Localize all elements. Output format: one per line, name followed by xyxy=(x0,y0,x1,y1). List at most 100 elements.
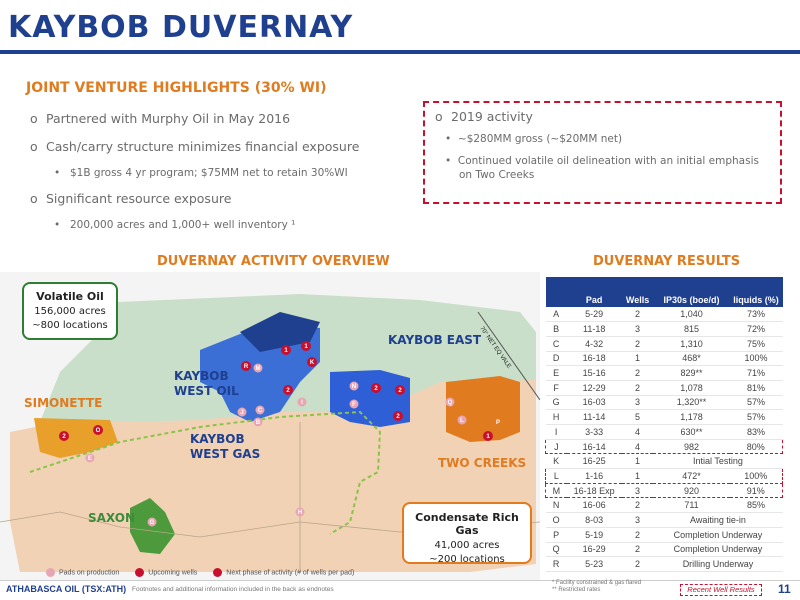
legend-text: Upcoming wells xyxy=(148,569,198,577)
table-body: A 5-29 2 1,040 73% B 11-18 3 815 72% C 4-32 2 1,310 75… xyxy=(544,307,783,572)
table-cell: 2 xyxy=(621,365,654,381)
legend-next-phase: Next phase of activity (# of wells per p… xyxy=(213,568,354,577)
table-cell: 5 xyxy=(621,409,654,425)
table-cell: 73% xyxy=(729,307,783,323)
bullet-text: Cash/carry structure minimizes financial… xyxy=(46,139,360,154)
bullet-marker: • xyxy=(54,167,61,179)
condensate-acres: 41,000 acres xyxy=(434,540,500,551)
table-cell: 1 xyxy=(621,351,654,367)
table-cell: D xyxy=(545,351,567,367)
table-cell: 1-16 xyxy=(566,468,622,484)
duvernay-map: 70° NET EQ VALE R M I C xyxy=(0,272,540,580)
pad-marker xyxy=(85,453,95,463)
table-cell: 2 xyxy=(621,542,654,558)
pad-label-h: H xyxy=(298,510,302,516)
table-row: G 16-03 3 1,320** 57% xyxy=(545,395,783,411)
table-cell: 711 xyxy=(653,497,730,514)
col-header: Pad xyxy=(566,277,622,307)
table-cell: 15-16 xyxy=(566,365,622,381)
activity-2019-box: o 2019 activity • ~$280MM gross (~$20MM n… xyxy=(423,101,782,204)
table-cell: I xyxy=(545,424,567,440)
table-cell: H xyxy=(545,409,567,425)
pad-legend-icon xyxy=(46,568,55,577)
bullet-text: Partnered with Murphy Oil in May 2016 xyxy=(46,111,291,126)
pad-label-l: L xyxy=(460,418,464,424)
upcoming-legend-icon xyxy=(135,568,145,577)
table-cell: 80% xyxy=(729,438,783,455)
region-simonette: SIMONETTE xyxy=(24,396,103,410)
fairway-line xyxy=(29,410,382,535)
well-count: 2 xyxy=(62,434,66,440)
table-row: Q 16-29 2 Completion Underway xyxy=(545,542,783,558)
table-cell: E xyxy=(545,365,567,381)
jv-bullet-3: • $1B gross 4 yr program; $75MM net to re… xyxy=(54,167,348,179)
table-row: B 11-18 3 815 72% xyxy=(545,321,783,337)
activity-2019-heading: o 2019 activity xyxy=(435,109,770,124)
condensate-locations: ~200 locations xyxy=(429,554,505,565)
table-cell: M xyxy=(544,482,567,499)
table-cell: 16-25 xyxy=(566,453,622,470)
table-cell: B xyxy=(545,321,567,337)
table-cell: R xyxy=(545,556,567,572)
well-count: 2 xyxy=(374,386,378,392)
bullet-text: Significant resource exposure xyxy=(46,191,232,206)
condensate-title: Condensate Rich Gas xyxy=(415,511,519,537)
pad-label-g: G xyxy=(150,520,155,526)
table-cell: O xyxy=(545,512,567,528)
boundary-line xyxy=(477,311,540,401)
table-cell: K xyxy=(545,453,567,470)
table-cell: N xyxy=(545,497,567,514)
activity-heading-text: 2019 activity xyxy=(451,109,533,124)
table-row: F 12-29 2 1,078 81% xyxy=(545,380,783,396)
table-cell: 1,320** xyxy=(653,395,730,411)
col-header: liquids (%) xyxy=(729,277,783,307)
jv-bullet-2: o Cash/carry structure minimizes financia… xyxy=(30,139,359,154)
well-count: 2 xyxy=(396,414,400,420)
legend-text: Pads on production xyxy=(59,569,120,577)
table-cell: 5-29 xyxy=(566,307,622,323)
table-cell: 2 xyxy=(621,307,654,323)
table-cell: 16-03 xyxy=(566,395,622,411)
well-count: 2 xyxy=(286,388,290,394)
table-cell: J xyxy=(544,438,567,455)
volatile-oil-title: Volatile Oil xyxy=(36,290,104,303)
upcoming-well-marker xyxy=(395,385,405,395)
table-cell: 472* xyxy=(653,468,730,484)
table-cell: 1,040 xyxy=(653,307,730,323)
table-row: A 5-29 2 1,040 73% xyxy=(545,307,783,323)
bullet-marker: o xyxy=(30,111,38,126)
pad-label-k: K xyxy=(310,360,315,366)
table-cell: 91% xyxy=(729,482,783,499)
legend-upcoming: Upcoming wells xyxy=(135,568,197,577)
legend-pads: Pads on production xyxy=(46,568,119,577)
table-cell: 57% xyxy=(729,395,783,411)
table-row: O 8-03 3 Awaiting tie-in xyxy=(545,512,783,528)
results-heading: DUVERNAY RESULTS xyxy=(593,254,741,269)
table-cell: 5-23 xyxy=(566,556,622,572)
volatile-oil-acres: 156,000 acres xyxy=(34,306,106,317)
jv-bullet-4: o Significant resource exposure xyxy=(30,191,231,206)
region-line: KAYBOB xyxy=(190,432,245,446)
table-row: R 5-23 2 Drilling Underway xyxy=(545,556,783,572)
bullet-text: 200,000 acres and 1,000+ well inventory … xyxy=(70,219,296,231)
table-cell: 5-19 xyxy=(566,527,622,543)
map-heading: DUVERNAY ACTIVITY OVERVIEW xyxy=(157,254,390,269)
table-cell: 83% xyxy=(729,424,783,440)
table-row: I 3-33 4 630** 83% xyxy=(545,424,783,440)
table-cell: 1,178 xyxy=(653,409,730,425)
table-cell: 2 xyxy=(621,497,654,514)
upcoming-well-marker xyxy=(307,357,317,367)
table-cell: 16-18 Exp xyxy=(566,482,622,499)
pad-marker xyxy=(445,397,455,407)
upcoming-well-marker xyxy=(59,431,69,441)
table-cell: 12-29 xyxy=(566,380,622,396)
table-cell: 920 xyxy=(653,482,730,499)
pad-marker xyxy=(349,399,359,409)
region-line: WEST OIL xyxy=(174,384,239,398)
table-cell: 1,310 xyxy=(653,336,730,352)
pad-label-f: F xyxy=(352,402,356,408)
region-kaybob-east: KAYBOB EAST xyxy=(388,333,482,347)
upcoming-well-marker xyxy=(93,425,103,435)
pad-label-j: J xyxy=(240,410,243,416)
pad-marker xyxy=(297,397,307,407)
